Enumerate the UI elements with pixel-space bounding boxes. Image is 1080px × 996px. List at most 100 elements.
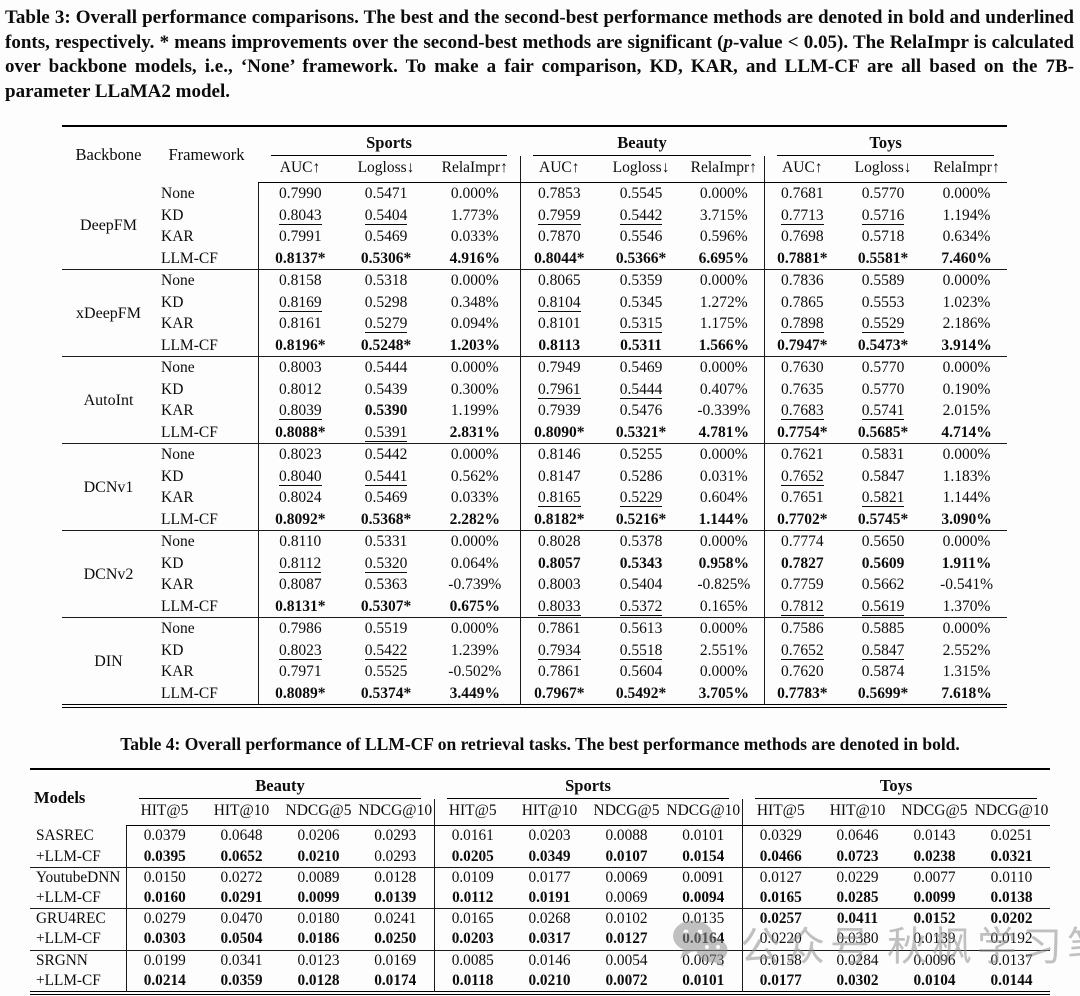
metric-value: 0.8182* <box>534 510 585 528</box>
table3-cell: 0.000% <box>430 356 521 379</box>
table3-cell: 0.000% <box>684 356 765 379</box>
metric-value: 0.0096 <box>913 951 956 969</box>
table3-cell: 0.7986 <box>257 617 342 640</box>
metric-value: 0.5529 <box>861 315 905 334</box>
metric-value: 0.000% <box>699 533 748 551</box>
table3-cell: 0.7651 <box>763 487 841 509</box>
table4-cell: 0.0135 <box>665 908 743 930</box>
metric-value: 0.0214 <box>143 971 186 989</box>
table3-cell: 0.5492* <box>598 683 684 705</box>
table3-caption: Table 3: Overall performance comparisons… <box>5 6 1074 104</box>
model-label: +LLM-CF <box>36 847 101 865</box>
table3-row: KD 0.8040 0.5441 0.562% 0.8147 0.5286 0.031% 0.… <box>62 465 1007 488</box>
table3-cell: 0.000% <box>684 183 764 205</box>
framework-label: LLM-CF <box>161 423 218 441</box>
subcol-label: AUC↑ <box>519 156 599 184</box>
metric-value: 0.5311 <box>620 336 662 354</box>
table3-backbone-header: Backbone <box>75 145 142 165</box>
subcol-label: HIT@10 <box>819 799 897 827</box>
metric-value: 0.7939 <box>537 402 581 420</box>
metric-value: 0.604% <box>699 489 748 507</box>
metric-value: 0.5476 <box>619 402 663 420</box>
table3-cell: 0.8033 <box>519 595 599 618</box>
metric-value: 1.566% <box>698 336 749 354</box>
metric-value: 0.7990 <box>278 185 322 203</box>
t4-group-beauty: Beauty <box>126 769 434 800</box>
framework-label: None <box>155 443 258 466</box>
table3-cell: 0.8089* <box>257 682 342 705</box>
metric-value: 0.8033 <box>537 597 581 616</box>
subcol-label: Logloss↓ <box>342 156 430 184</box>
metric-value: 0.0139 <box>913 930 956 948</box>
table4-cell: 0.0648 <box>203 826 280 847</box>
metric-value: 0.0099 <box>297 888 340 906</box>
table4-cell: 0.0112 <box>433 887 511 909</box>
table3-cell: 4.781% <box>684 422 764 444</box>
table3-cell: 0.5847 <box>840 466 926 488</box>
metric-value: 0.8088* <box>275 423 326 441</box>
metric-value: 0.5248* <box>360 336 412 354</box>
metric-value: 0.5321* <box>615 423 667 441</box>
metric-value: 0.8065 <box>537 272 581 290</box>
table4-cell: 0.0158 <box>741 949 820 971</box>
table3-cell: 0.5529 <box>840 313 926 335</box>
metric-value: 0.0341 <box>220 951 263 969</box>
table4-cell: 0.0152 <box>896 908 974 930</box>
table3-cell: 0.8012 <box>257 378 342 401</box>
table3-cell: 0.5525 <box>342 661 430 683</box>
metric-value: 0.5473* <box>857 336 909 354</box>
table4-cell: 0.0229 <box>819 866 897 888</box>
table4-row: +LLM-CF 0.0395 0.0652 0.0210 0.0293 0.0205 0.0… <box>30 846 1050 868</box>
framework-label: None <box>155 617 258 640</box>
table3-cell: 0.7991 <box>257 226 342 248</box>
table3-cell: 0.7827 <box>763 552 841 575</box>
metric-value: 0.5471 <box>364 185 408 203</box>
metric-value: 0.5279 <box>364 315 408 334</box>
table3-row: KD 0.8112 0.5320 0.064% 0.8057 0.5343 0.958% 0.… <box>62 552 1007 575</box>
table3-cell: 0.8196* <box>257 334 342 357</box>
metric-value: 0.0395 <box>143 847 186 865</box>
metric-value: 2.186% <box>942 315 991 333</box>
metric-value: 0.5604 <box>619 663 663 681</box>
table3-row: LLM-CF 0.8137* 0.5306* 4.916% 0.8044* 0.5366*… <box>62 247 1007 270</box>
table3-cell: 0.7759 <box>763 574 841 596</box>
metric-value: -0.339% <box>697 402 751 420</box>
framework-label: None <box>161 185 195 203</box>
subcol-label: HIT@5 <box>433 799 511 827</box>
metric-value: 0.0321 <box>990 847 1033 865</box>
table3-cell: 0.5363 <box>342 574 430 596</box>
metric-value: 0.5366* <box>615 249 667 267</box>
table4-cell: 0.0072 <box>588 971 665 992</box>
metric-value: 0.000% <box>942 620 991 638</box>
metric-value: 0.7986 <box>278 620 322 638</box>
metric-value: 0.0284 <box>836 951 879 969</box>
table3-row: DCNv1 None 0.8023 0.5442 0.000% 0.8146 0.5255 0… <box>62 443 1008 531</box>
metric-value: 0.8104 <box>537 293 581 312</box>
table3-cell: 0.7853 <box>519 182 599 205</box>
table3-cell: 0.7949 <box>519 356 599 379</box>
table4-wrapper: Models Beauty Sports Toys HIT@5 HIT@10 NDCG@… <box>30 768 1051 995</box>
table3-cell: 0.7652 <box>763 639 841 662</box>
table3-cell: 0.604% <box>684 487 764 509</box>
framework-label: KAR <box>161 489 194 507</box>
table3-cell: 0.7971 <box>257 661 342 683</box>
metric-value: 0.0293 <box>374 847 417 865</box>
subcol-label: RelaImpr↑ <box>926 156 1008 184</box>
framework-label: LLM-CF <box>161 510 218 528</box>
group-label: Toys <box>755 770 1038 800</box>
metric-value: 1.773% <box>450 206 499 224</box>
table3-cell: 0.634% <box>926 226 1007 248</box>
model-label: +LLM-CF <box>36 930 101 948</box>
metric-value: 0.5770 <box>861 185 905 203</box>
table3-cell: -0.739% <box>430 574 520 596</box>
metric-value: 1.272% <box>699 293 748 311</box>
table4-cell: 0.0205 <box>433 846 511 868</box>
metric-value: 0.8112 <box>279 554 322 573</box>
metric-value: 0.5320 <box>364 554 408 573</box>
table3-cell: 2.552% <box>926 640 1007 662</box>
metric-value: 0.7812 <box>781 597 824 616</box>
table4-cell: 0.0165 <box>433 908 511 930</box>
table3-cell: 0.5716 <box>840 205 926 227</box>
metric-value: 0.7971 <box>278 663 322 681</box>
table3-cell: 0.7783* <box>763 682 841 705</box>
